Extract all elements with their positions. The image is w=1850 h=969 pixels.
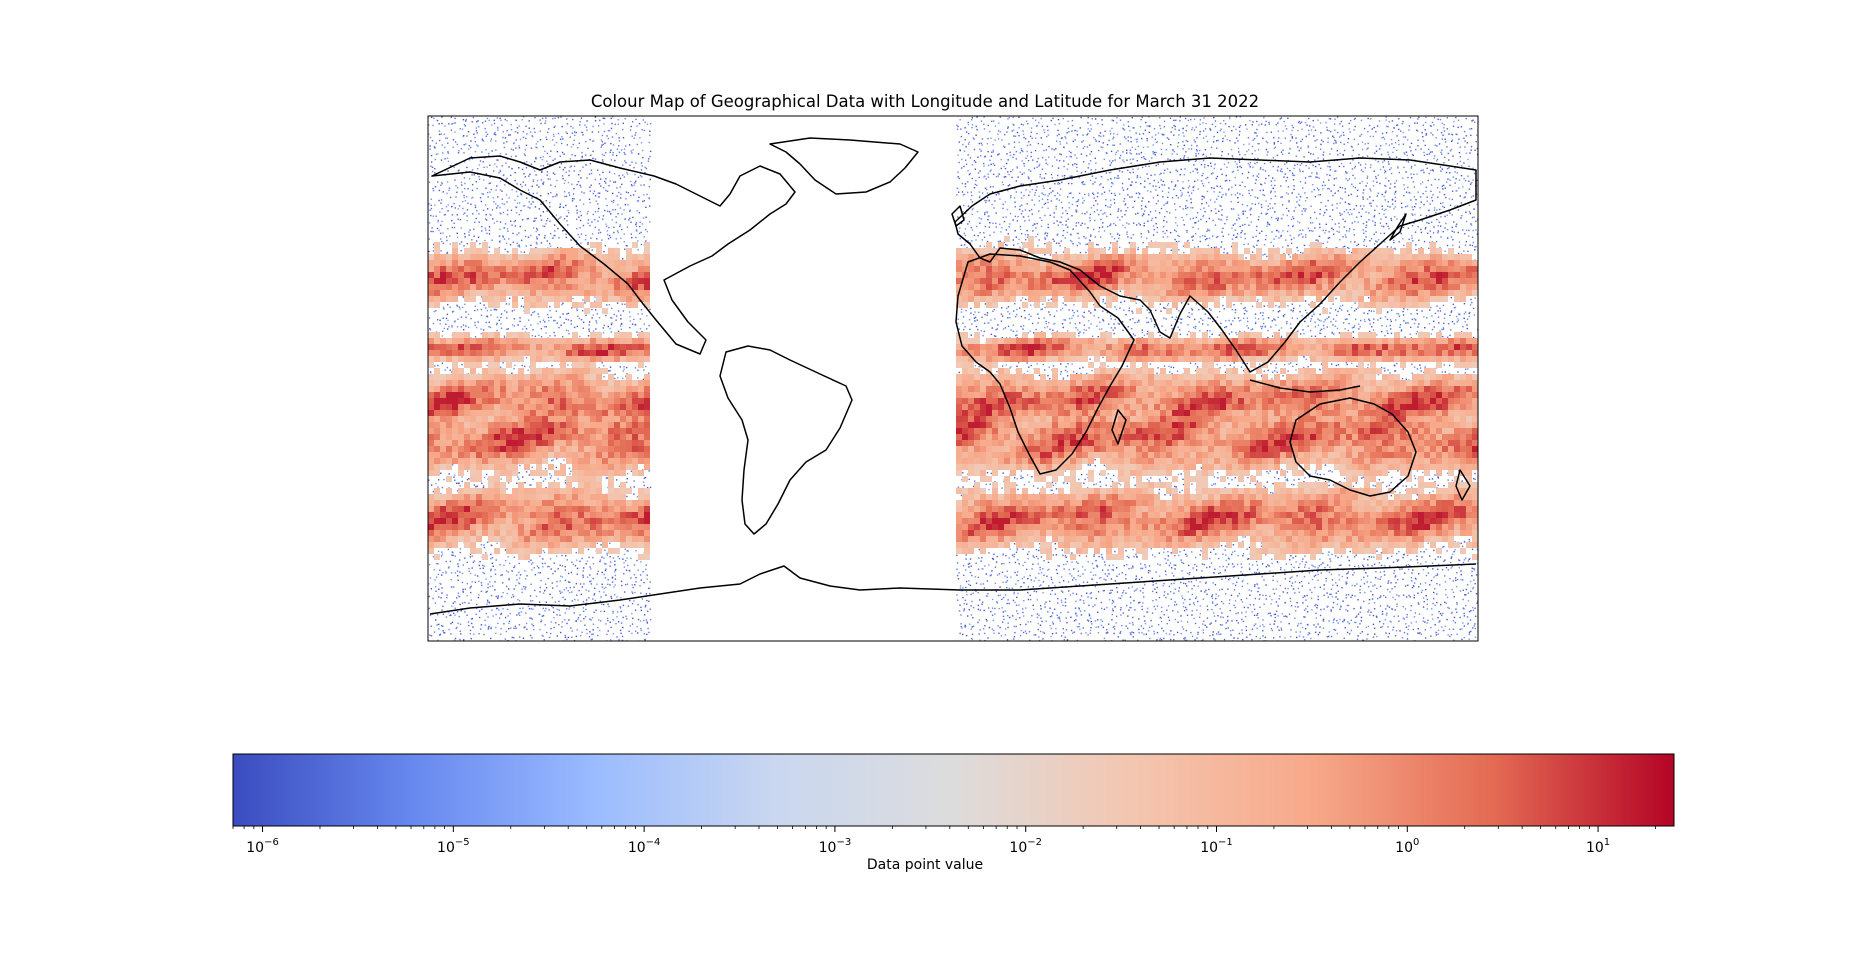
colorbar-label: Data point value — [866, 857, 984, 873]
coastline-north-america — [431, 155, 796, 355]
colorbar-tick-label: 10−5 — [437, 837, 470, 856]
colorbar-ticks: 10−6 10−5 10−4 10−3 10−2 10−1 100 101 — [232, 826, 1656, 856]
colorbar-tick-label: 10−3 — [819, 837, 852, 856]
coastline-antarctica — [429, 563, 1477, 615]
coastline-new-zealand — [1455, 469, 1471, 501]
colorbar-tick-label: 10−6 — [246, 837, 279, 856]
colorbar-tick-label: 100 — [1395, 837, 1419, 856]
coastline-australia — [1289, 397, 1417, 497]
map-frame — [427, 115, 1479, 642]
data-layer — [428, 116, 1478, 641]
colorbar-tick-label: 10−2 — [1009, 837, 1042, 856]
map-title: Colour Map of Geographical Data with Lon… — [590, 92, 1260, 111]
coastline-uk — [951, 205, 965, 227]
coastline-japan — [1389, 213, 1407, 241]
colorbar-tick-label: 10−1 — [1200, 837, 1233, 856]
map-area — [427, 115, 1479, 642]
colorbar: 10−6 10−5 10−4 10−3 10−2 10−1 100 101 — [232, 753, 1675, 856]
coastline-south-america — [719, 345, 853, 535]
coastline-africa — [955, 253, 1135, 475]
coastline-indonesia — [1249, 379, 1361, 393]
coastline-greenland — [769, 137, 919, 195]
coastlines — [429, 137, 1477, 615]
coastline-madagascar — [1111, 409, 1127, 445]
coastline-eurasia — [954, 157, 1477, 373]
colorbar-gradient — [232, 753, 1675, 827]
colorbar-tick-label: 101 — [1586, 837, 1610, 856]
colorbar-tick-label: 10−4 — [628, 837, 661, 856]
